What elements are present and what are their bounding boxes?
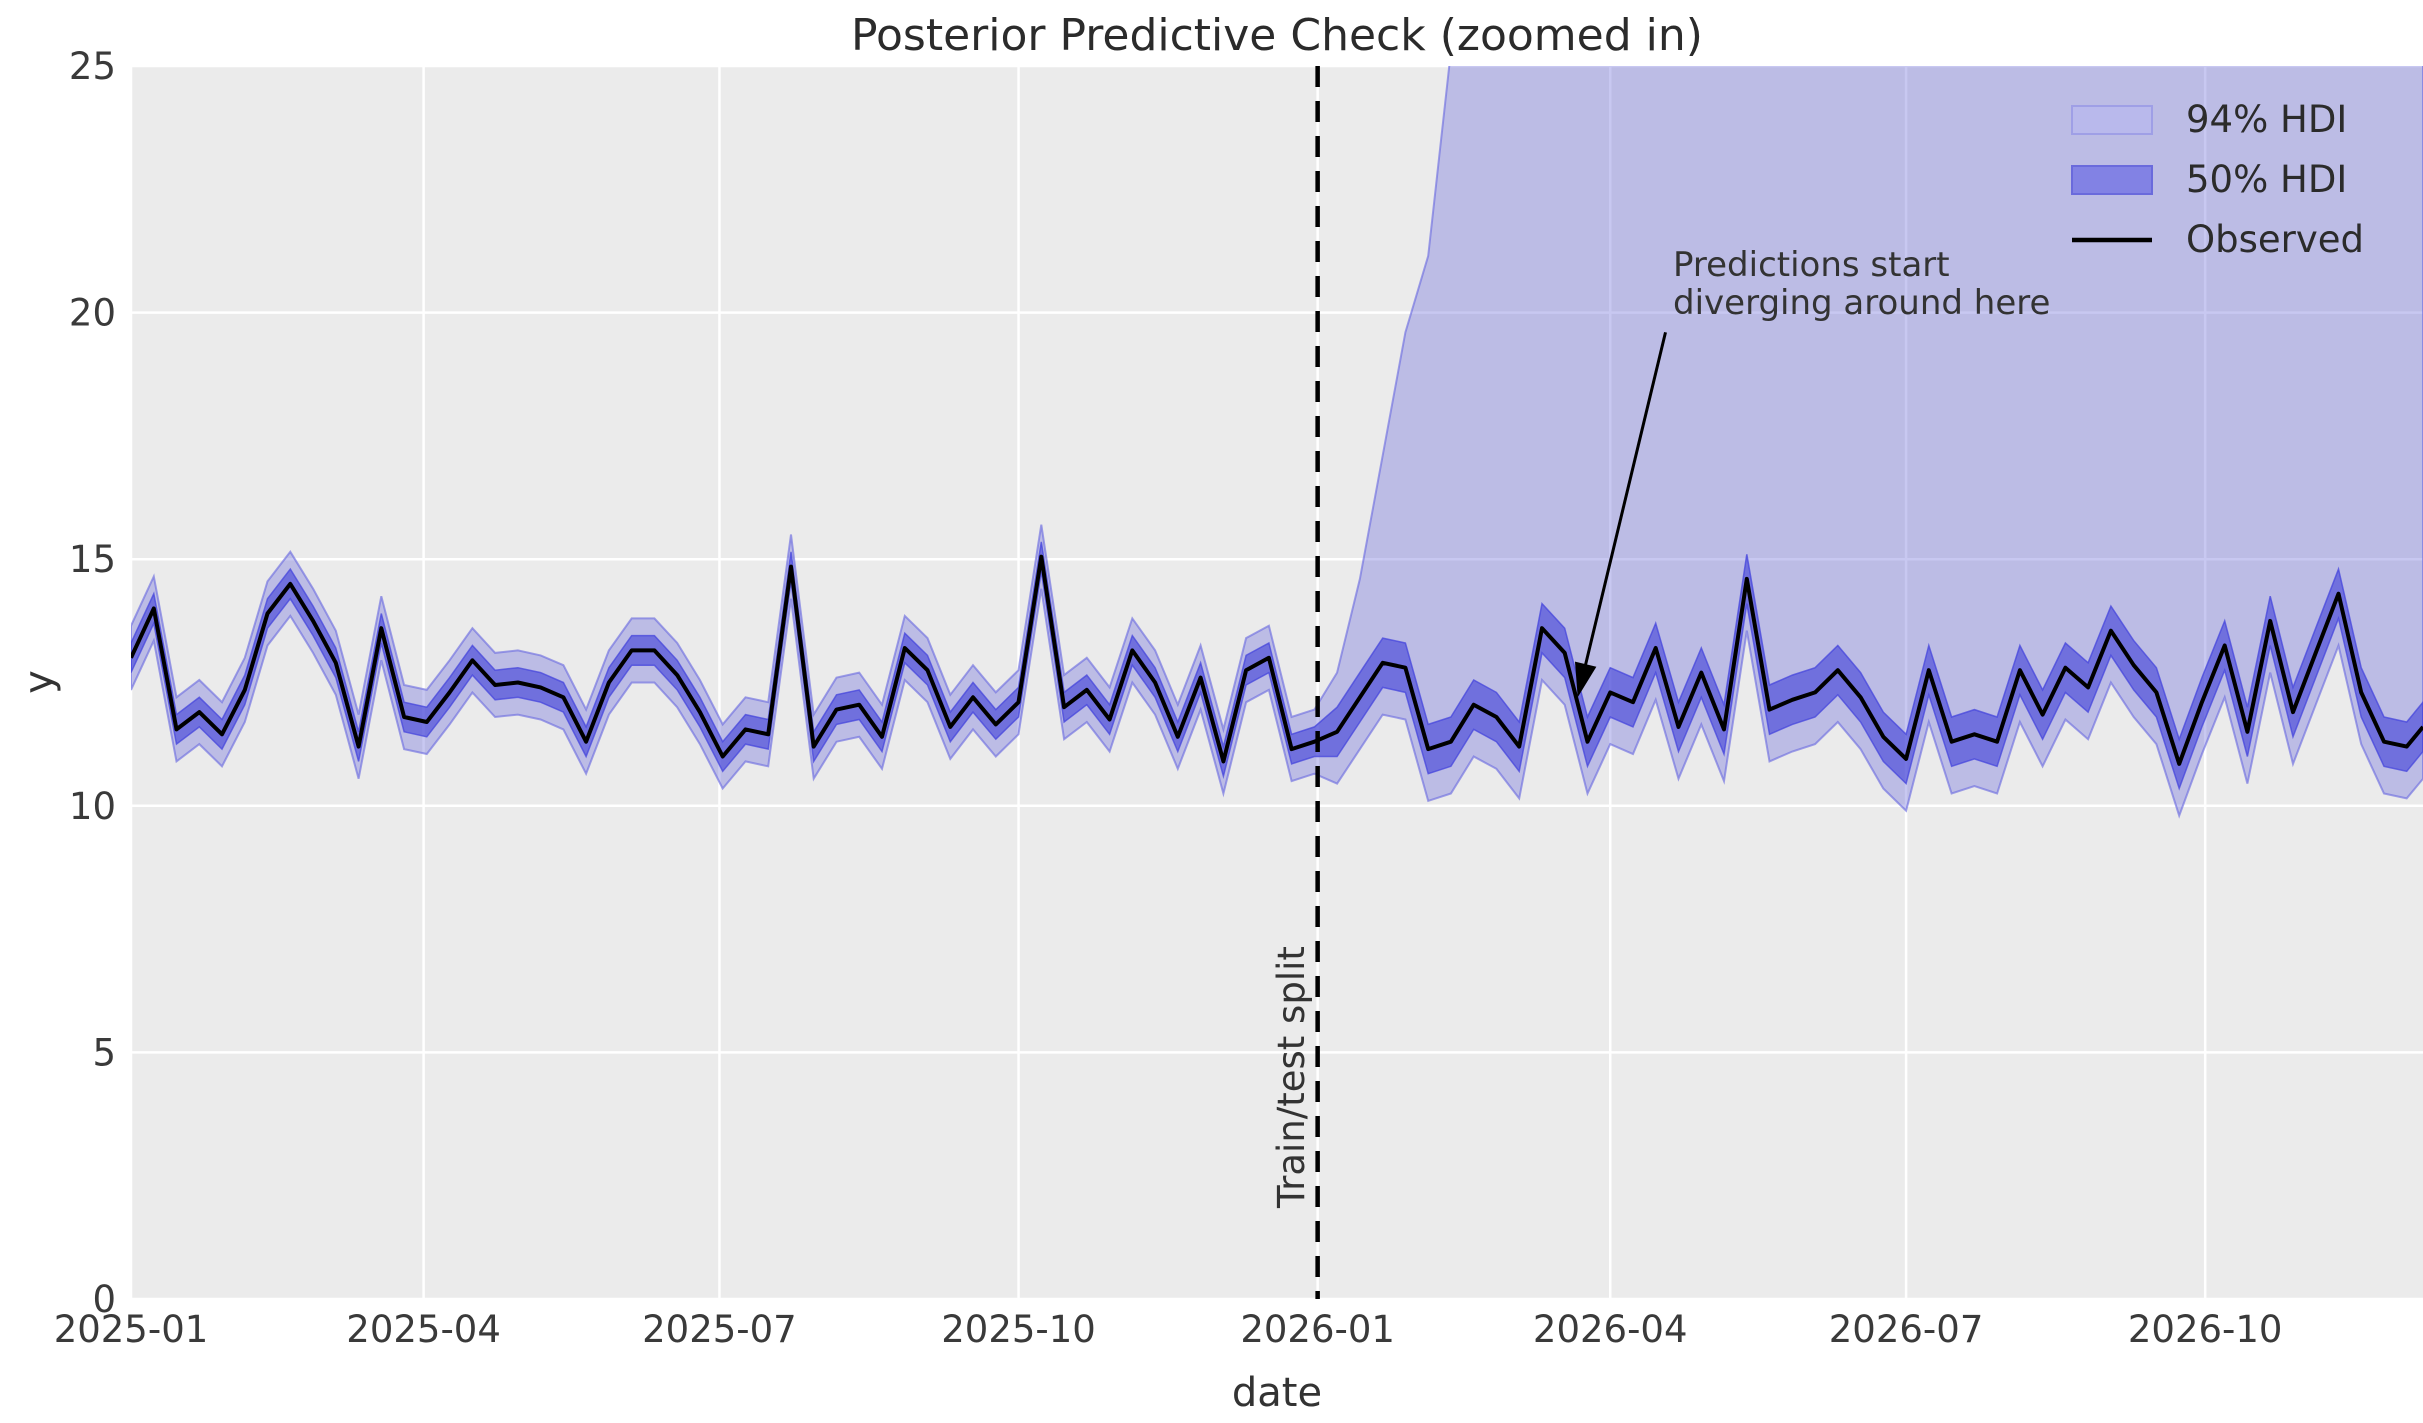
legend-swatch-50hdi: [2071, 165, 2153, 195]
annotation-arrow: [1582, 331, 1667, 671]
annotation: Predictions start diverging around here: [1574, 245, 2050, 698]
x-tick-label: 2025-07: [642, 1308, 797, 1351]
x-tick-label: 2025-04: [346, 1308, 501, 1351]
legend-swatch-94hdi: [2071, 105, 2153, 135]
y-tick-label: 5: [92, 1031, 116, 1074]
annotation-line2: diverging around here: [1673, 283, 2050, 323]
split-label: Train/test split: [1270, 946, 1313, 1209]
x-tick-label: 2026-10: [2128, 1308, 2283, 1351]
annotation-arrowhead-icon: [1574, 661, 1597, 698]
legend: 94% HDI 50% HDI Observed: [2071, 98, 2364, 261]
hdi94-band: [131, 66, 2423, 819]
legend-label-50hdi: 50% HDI: [2186, 158, 2347, 201]
x-tick-label: 2025-10: [941, 1308, 1096, 1351]
x-tick-label: 2026-01: [1240, 1308, 1395, 1351]
y-tick-label: 25: [69, 45, 116, 88]
x-tick-label: 2026-07: [1829, 1308, 1984, 1351]
legend-label-94hdi: 94% HDI: [2186, 98, 2347, 141]
y-tick-label: 15: [69, 538, 116, 581]
x-tick-label: 2025-01: [54, 1308, 209, 1351]
hdi50-band: [131, 541, 2423, 791]
annotation-line1: Predictions start: [1673, 245, 1950, 285]
y-axis-ticks: 0 5 10 15 20 25: [69, 45, 116, 1321]
y-tick-label: 20: [69, 292, 116, 335]
observed-line: [131, 554, 2423, 766]
legend-label-observed: Observed: [2186, 218, 2364, 261]
chart-title: Posterior Predictive Check (zoomed in): [851, 10, 1703, 61]
y-tick-label: 10: [69, 785, 116, 828]
x-axis-ticks: 2025-01 2025-04 2025-07 2025-10 2026-01 2026-…: [54, 1308, 2283, 1351]
x-axis-label: date: [1232, 1370, 1322, 1416]
x-tick-label: 2026-04: [1533, 1308, 1688, 1351]
y-axis-label: y: [16, 670, 62, 694]
y-tick-label: 0: [92, 1278, 116, 1321]
